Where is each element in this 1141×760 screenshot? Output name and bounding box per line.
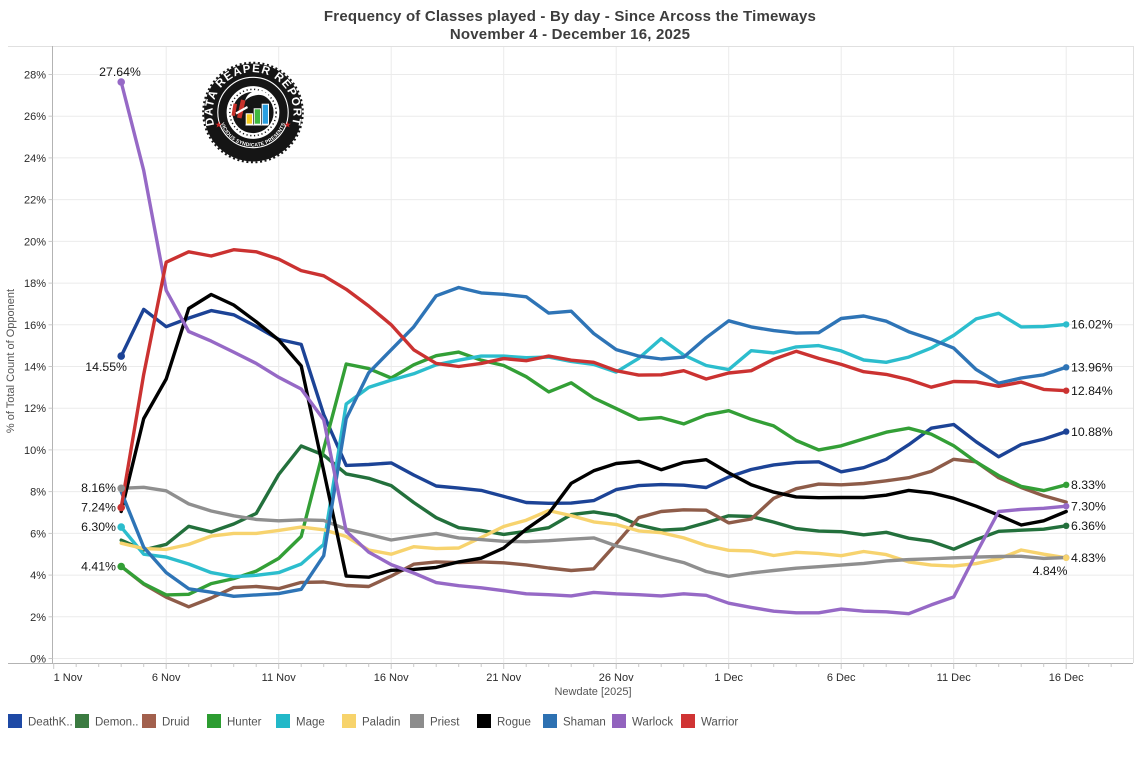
svg-text:4.41%: 4.41% xyxy=(81,560,116,574)
svg-text:Paladin: Paladin xyxy=(362,717,400,729)
svg-text:4.83%: 4.83% xyxy=(1071,551,1106,565)
svg-text:% of Total Count of Opponent: % of Total Count of Opponent xyxy=(5,289,17,433)
svg-text:Demon..: Demon.. xyxy=(95,717,138,729)
svg-text:2%: 2% xyxy=(30,612,46,624)
svg-text:22%: 22% xyxy=(24,195,46,207)
svg-text:Rogue: Rogue xyxy=(497,717,531,729)
svg-text:Mage: Mage xyxy=(296,717,325,729)
svg-text:6.30%: 6.30% xyxy=(81,520,116,534)
svg-text:Shaman: Shaman xyxy=(563,717,606,729)
svg-text:★: ★ xyxy=(215,120,223,130)
svg-text:Priest: Priest xyxy=(430,717,460,729)
svg-text:26 Nov: 26 Nov xyxy=(599,672,634,684)
svg-text:Frequency of Classes played -: Frequency of Classes played - By day - S… xyxy=(324,8,816,25)
svg-text:16%: 16% xyxy=(24,320,46,332)
svg-text:DeathK..: DeathK.. xyxy=(28,717,73,729)
svg-text:4.84%: 4.84% xyxy=(1033,564,1068,578)
svg-text:7.30%: 7.30% xyxy=(1071,500,1106,514)
svg-text:26%: 26% xyxy=(24,111,46,123)
svg-text:1 Dec: 1 Dec xyxy=(714,672,743,684)
svg-text:13.96%: 13.96% xyxy=(1071,361,1113,375)
svg-text:11 Dec: 11 Dec xyxy=(937,672,972,684)
svg-text:10.88%: 10.88% xyxy=(1071,425,1113,439)
svg-text:Warrior: Warrior xyxy=(701,717,738,729)
svg-text:Newdate [2025]: Newdate [2025] xyxy=(554,686,631,698)
svg-text:16.02%: 16.02% xyxy=(1071,318,1113,332)
svg-text:4%: 4% xyxy=(30,570,46,582)
svg-text:24%: 24% xyxy=(24,153,46,165)
svg-text:0%: 0% xyxy=(30,654,46,666)
svg-text:Warlock: Warlock xyxy=(632,717,673,729)
svg-text:7.24%: 7.24% xyxy=(81,501,116,515)
svg-text:20%: 20% xyxy=(24,236,46,248)
svg-text:16 Dec: 16 Dec xyxy=(1049,672,1084,684)
svg-text:6 Nov: 6 Nov xyxy=(152,672,181,684)
svg-text:12%: 12% xyxy=(24,403,46,415)
svg-text:6 Dec: 6 Dec xyxy=(827,672,856,684)
svg-text:8.33%: 8.33% xyxy=(1071,478,1106,492)
svg-text:8%: 8% xyxy=(30,487,46,499)
svg-text:21 Nov: 21 Nov xyxy=(486,672,521,684)
svg-text:1 Nov: 1 Nov xyxy=(54,672,83,684)
svg-text:27.64%: 27.64% xyxy=(99,65,141,79)
svg-text:★: ★ xyxy=(284,120,292,130)
svg-text:Druid: Druid xyxy=(162,717,189,729)
svg-text:November 4 - December 16, 2025: November 4 - December 16, 2025 xyxy=(450,26,690,43)
svg-text:16 Nov: 16 Nov xyxy=(374,672,409,684)
svg-text:12.84%: 12.84% xyxy=(1071,384,1113,398)
svg-text:11 Nov: 11 Nov xyxy=(262,672,297,684)
svg-text:Hunter: Hunter xyxy=(227,717,262,729)
svg-text:6.36%: 6.36% xyxy=(1071,519,1106,533)
svg-text:18%: 18% xyxy=(24,278,46,290)
svg-text:28%: 28% xyxy=(24,70,46,82)
svg-text:6%: 6% xyxy=(30,528,46,540)
svg-text:8.16%: 8.16% xyxy=(81,481,116,495)
svg-text:14%: 14% xyxy=(24,362,46,374)
svg-text:10%: 10% xyxy=(24,445,46,457)
svg-text:14.55%: 14.55% xyxy=(85,360,127,374)
